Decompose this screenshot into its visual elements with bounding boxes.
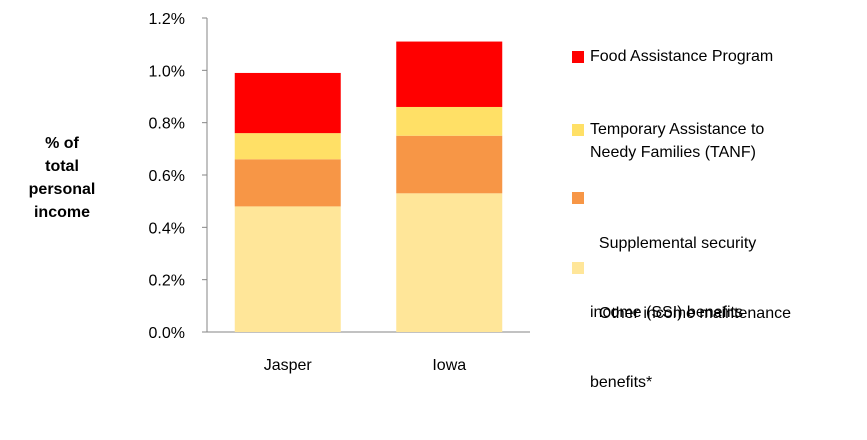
legend-label: Food Assistance Program [590,45,860,68]
y-axis-label: % of total personal income [14,132,110,224]
y-tick-label: 0.8% [149,116,185,133]
y-tick-label: 0.0% [149,325,185,342]
legend-label-line: income (SSI) benefits [590,304,743,321]
legend-swatch [572,51,584,63]
legend-swatch [572,192,584,204]
legend-label: Supplemental security income (SSI) benef… [590,186,860,370]
legend-label-line: Other income maintenance [590,305,791,322]
y-tick-label: 0.4% [149,220,185,237]
legend-label-line: Supplemental security [590,235,757,252]
bar-segment-jasper-3 [234,72,341,134]
y-tick-label: 0.6% [149,168,185,185]
legend-label-line: benefits* [590,374,653,391]
y-axis-label-line: total [45,158,79,175]
y-axis-label-line: personal [28,181,96,198]
bar-segment-jasper-1 [234,159,341,207]
legend-swatch [572,124,584,136]
y-axis-label-line: % of [45,135,79,152]
legend-swatch [572,262,584,274]
legend-label-line: Temporary Assistance to [590,121,765,138]
bar-segment-iowa-3 [396,41,503,107]
legend-label: Other income maintenance benefits* [590,256,860,440]
legend-label-line: Needy Families (TANF) [590,144,756,161]
bar-segment-iowa-0 [396,193,503,332]
y-tick-label: 1.0% [149,63,185,80]
y-tick-label: 0.2% [149,273,185,290]
y-axis-label-line: income [33,204,90,221]
bar-segment-jasper-2 [234,133,341,160]
bar-segment-jasper-0 [234,206,341,332]
y-tick-label: 1.2% [149,11,185,28]
bar-segment-iowa-2 [396,106,503,136]
x-tick-label: Jasper [264,357,313,374]
legend-label-line: Food Assistance Program [590,48,774,65]
stacked-bar-chart: 0.0% 0.2% 0.4% 0.6% 0.8% 1.0% 1.2% Jasper Iowa [149,11,530,374]
bar-segment-iowa-1 [396,135,503,194]
x-tick-label: Iowa [432,357,466,374]
legend-label: Temporary Assistance to Needy Families (… [590,118,860,164]
